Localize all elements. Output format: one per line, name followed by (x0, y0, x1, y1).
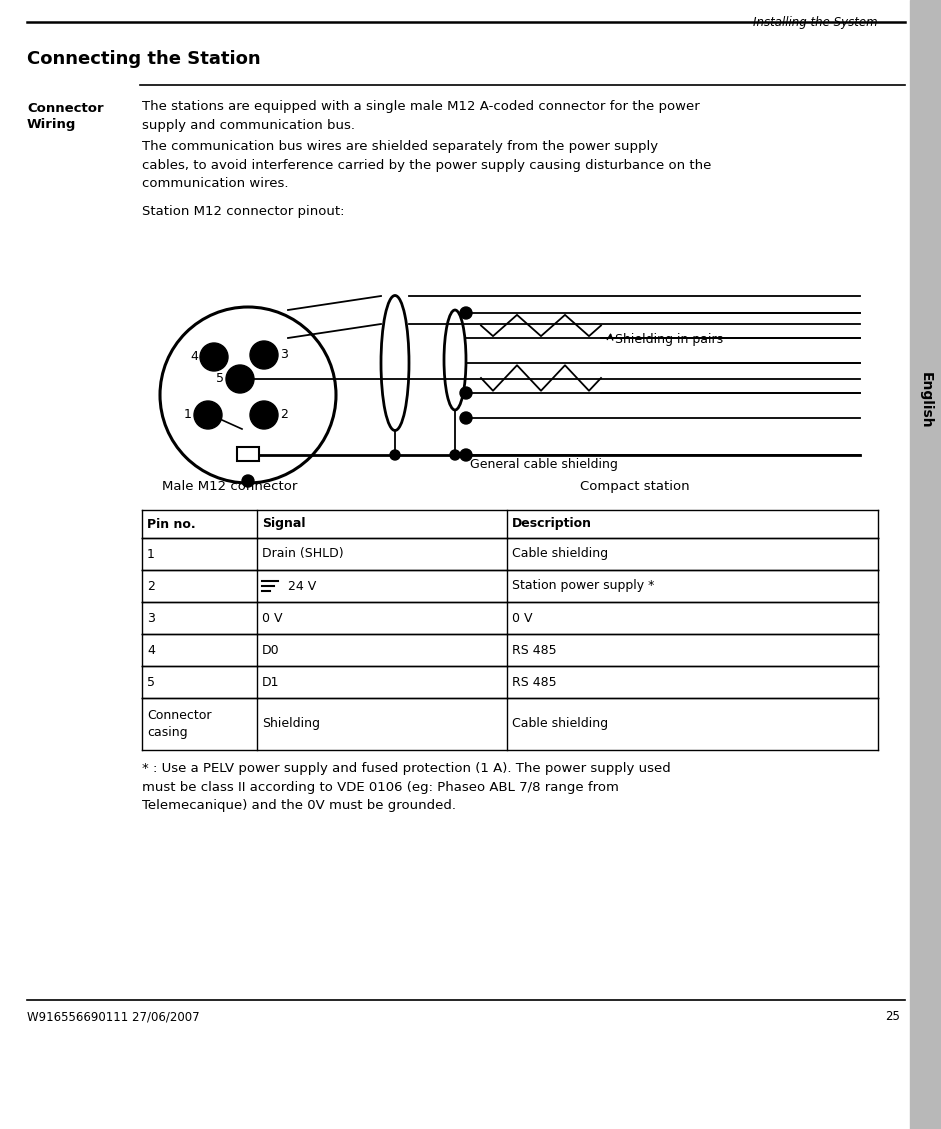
Text: 3: 3 (280, 349, 288, 361)
Text: Shielding: Shielding (262, 718, 320, 730)
Text: 24 V: 24 V (284, 579, 316, 593)
Text: 3: 3 (147, 612, 155, 624)
Text: Connector
casing: Connector casing (147, 709, 212, 738)
Text: Connecting the Station: Connecting the Station (27, 50, 261, 68)
Text: Cable shielding: Cable shielding (512, 718, 608, 730)
Text: Connector: Connector (27, 102, 104, 115)
Text: 4: 4 (147, 644, 155, 656)
Text: Station power supply *: Station power supply * (512, 579, 654, 593)
Text: 2: 2 (280, 409, 288, 421)
Text: 1: 1 (147, 548, 155, 560)
Text: 4: 4 (190, 350, 198, 364)
Text: W916556690111 27/06/2007: W916556690111 27/06/2007 (27, 1010, 199, 1023)
Circle shape (390, 450, 400, 460)
Text: D0: D0 (262, 644, 279, 656)
Circle shape (200, 343, 228, 371)
Text: Shielding in pairs: Shielding in pairs (615, 333, 723, 347)
Circle shape (460, 412, 472, 425)
Text: 1: 1 (184, 409, 192, 421)
Bar (237, 447, 259, 461)
Text: RS 485: RS 485 (512, 675, 557, 689)
Text: Cable shielding: Cable shielding (512, 548, 608, 560)
Circle shape (250, 341, 278, 369)
Text: 5: 5 (147, 675, 155, 689)
Text: 5: 5 (216, 373, 224, 385)
Text: Compact station: Compact station (580, 480, 690, 493)
Text: 25: 25 (885, 1010, 900, 1023)
Text: D1: D1 (262, 675, 279, 689)
Text: 0 V: 0 V (512, 612, 533, 624)
Text: Male M12 connector: Male M12 connector (162, 480, 297, 493)
Circle shape (450, 450, 460, 460)
Text: The stations are equipped with a single male M12 A-coded connector for the power: The stations are equipped with a single … (142, 100, 700, 131)
Text: English: English (919, 371, 933, 428)
Text: General cable shielding: General cable shielding (470, 458, 618, 471)
Text: Pin no.: Pin no. (147, 517, 196, 531)
Text: Description: Description (512, 517, 592, 531)
Circle shape (226, 365, 254, 393)
Text: RS 485: RS 485 (512, 644, 557, 656)
Text: Wiring: Wiring (27, 119, 76, 131)
Text: * : Use a PELV power supply and fused protection (1 A). The power supply used
mu: * : Use a PELV power supply and fused pr… (142, 762, 671, 812)
Circle shape (194, 401, 222, 429)
Text: The communication bus wires are shielded separately from the power supply
cables: The communication bus wires are shielded… (142, 140, 711, 190)
Bar (910, 0, 941, 1129)
Circle shape (242, 475, 254, 487)
Text: 0 V: 0 V (262, 612, 282, 624)
Text: Signal: Signal (262, 517, 306, 531)
Circle shape (460, 307, 472, 320)
Text: Installing the System: Installing the System (754, 16, 878, 29)
Text: Station M12 connector pinout:: Station M12 connector pinout: (142, 205, 344, 218)
Text: Drain (SHLD): Drain (SHLD) (262, 548, 343, 560)
Circle shape (460, 449, 472, 461)
Circle shape (460, 387, 472, 399)
Text: 2: 2 (147, 579, 155, 593)
Circle shape (250, 401, 278, 429)
